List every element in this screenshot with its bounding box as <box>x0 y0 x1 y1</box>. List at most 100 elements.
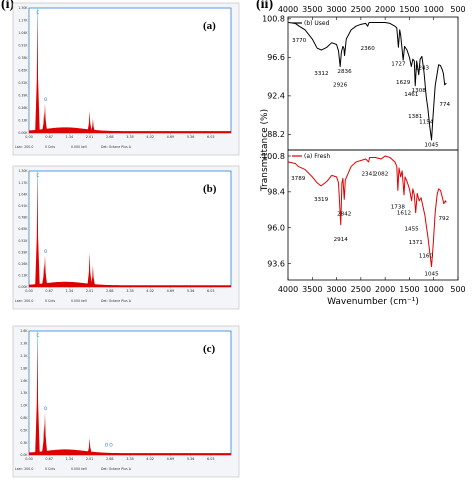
eds-y-tick-label: 0.65K <box>18 227 28 231</box>
eds-peak-4 <box>87 252 92 287</box>
ftir-y-tick-label: 92.4 <box>267 92 285 101</box>
eds-peak-3 <box>41 263 47 287</box>
eds-panel-letter: (c) <box>203 343 216 355</box>
eds-peak-label: O <box>44 249 48 254</box>
ftir-peak-annotation: 1455 <box>404 227 419 233</box>
ftir-x-tick-label: 1000 <box>424 285 444 294</box>
eds-y-tick-label: 0.52K <box>18 81 28 85</box>
eds-x-tick-label: 2.68 <box>106 457 114 461</box>
eds-y-tick-label: 1.6K <box>20 379 28 383</box>
ftir-peak-annotation: 2341 <box>361 171 376 177</box>
ftir-peak-annotation: 1160 <box>419 254 434 260</box>
ftir-panel-2: 100.8 98.4 96.0 93.6 (a) Fresh 3789 3319 2914 28… <box>262 149 459 281</box>
eds-x-tick-label: 3.35 <box>126 135 134 139</box>
ftir-chart: 100.8 96.6 92.4 88.2 (b) Used 3770 3312 2926 283… <box>260 5 466 307</box>
eds-y-tick-label: 1.0K <box>20 404 28 408</box>
ftir-peak-annotation: 3312 <box>314 71 328 77</box>
eds-panel-letter: (b) <box>203 183 217 195</box>
eds-y-tick-label: 1.8K <box>20 366 28 370</box>
eds-y-tick-label: 1.3K <box>20 391 28 395</box>
eds-y-tick-label: 0.78K <box>18 216 28 220</box>
eds-x-tick-label: 0.00 <box>25 457 33 461</box>
ftir-legend-label: (b) Used <box>304 20 330 27</box>
ftir-top-tick-label: 3500 <box>302 5 322 14</box>
eds-y-tick-label: 0.39K <box>18 250 28 254</box>
ftir-peak-annotation: 2926 <box>333 83 348 89</box>
eds-x-tick-label: 5.36 <box>187 289 195 293</box>
ftir-peak-annotation: 1045 <box>424 272 439 278</box>
ftir-x-tick-label: 3000 <box>326 285 346 294</box>
eds-x-tick-label: 4.69 <box>167 457 175 461</box>
ftir-peak-annotation: 1612 <box>397 210 411 216</box>
eds-footer-text: Det: Octane Plus A <box>101 145 132 149</box>
eds-y-tick-label: 0.65K <box>18 69 28 73</box>
ftir-peak-annotation: 1154 <box>419 119 434 125</box>
eds-y-tick-label: 0.5K <box>20 428 28 432</box>
eds-footer-text: Lsec: 200.0 <box>15 467 33 471</box>
ftir-x-tick-label: 2000 <box>375 285 395 294</box>
eds-peak-4 <box>87 437 92 455</box>
ftir-y-tick-label: 88.2 <box>267 130 285 139</box>
ftir-top-tick-label: 3000 <box>326 5 346 14</box>
eds-x-tick-label: 4.02 <box>146 135 154 139</box>
ftir-peak-annotation: 3789 <box>291 176 306 182</box>
eds-x-tick-label: 4.69 <box>167 289 175 293</box>
eds-y-tick-label: 0.00K <box>18 285 28 289</box>
eds-footer-text: 0 Cnts <box>45 145 56 149</box>
eds-background-fill <box>29 449 231 455</box>
eds-x-tick-label: 6.03 <box>207 289 215 293</box>
eds-peak-1 <box>35 13 40 133</box>
eds-peak-label: O <box>44 406 48 411</box>
ftir-peak-annotation: 1243 <box>415 65 430 71</box>
eds-x-tick-label: 4.69 <box>167 135 175 139</box>
eds-y-tick-label: 0.00K <box>18 131 28 135</box>
ftir-top-tick-label: 2000 <box>375 5 395 14</box>
ftir-y-tick-label: 100.8 <box>262 15 285 24</box>
eds-y-tick-label: 1.17K <box>18 181 28 185</box>
ftir-y-tick-label: 98.4 <box>267 188 285 197</box>
eds-y-tick-label: 0.91K <box>18 204 28 208</box>
eds-y-tick-label: 0.3K <box>20 441 28 445</box>
ftir-top-tick-label: 1000 <box>424 5 444 14</box>
ftir-peak-annotation: 2360 <box>361 46 376 52</box>
ftir-x-tick-label: 1500 <box>399 285 419 294</box>
ftir-y-tick-label: 96.0 <box>267 224 285 233</box>
ftir-peak-annotation: 1461 <box>404 92 419 98</box>
eds-y-tick-label: 1.30K <box>18 169 28 173</box>
ftir-x-tick-label: 4000 <box>278 285 298 294</box>
ftir-x-tick-label: 3500 <box>302 285 322 294</box>
eds-y-tick-label: 2.6K <box>20 329 28 333</box>
ftir-top-tick-label: 500 <box>450 5 465 14</box>
eds-spectrum-1: C O 1.30K 1.17K 1.04K 0.91K 0.78K 0.65K 0.52K 0.3… <box>12 2 240 156</box>
eds-peak-3 <box>41 424 47 455</box>
eds-plot-area <box>28 7 232 134</box>
eds-x-tick-label: 2.01 <box>86 135 94 139</box>
eds-peak-label: O <box>109 442 113 447</box>
ftir-legend-label: (a) Fresh <box>304 153 330 160</box>
eds-plot-area <box>28 330 232 456</box>
ftir-peak-annotation: 1629 <box>396 80 411 86</box>
eds-footer-text: Det: Octane Plus A <box>101 467 132 471</box>
eds-peak-5 <box>90 265 96 287</box>
ftir-peak-annotation: 2842 <box>337 212 351 218</box>
ftir-top-tick-label: 4000 <box>278 5 298 14</box>
eds-y-tick-label: 0.26K <box>18 106 28 110</box>
eds-x-tick-label: 4.02 <box>146 289 154 293</box>
eds-x-tick-label: 3.35 <box>126 457 134 461</box>
ftir-y-tick-label: 100.8 <box>262 152 285 161</box>
ftir-x-axis-label: Wavenumber (cm⁻¹) <box>327 297 419 307</box>
eds-x-tick-label: 5.36 <box>187 457 195 461</box>
eds-y-tick-label: 2.3K <box>20 342 28 346</box>
eds-panel-letter: (a) <box>203 20 216 32</box>
ftir-peak-annotation: 1308 <box>412 88 427 94</box>
panel-label-i: (i) <box>1 0 15 12</box>
ftir-y-tick-label: 96.6 <box>267 53 285 62</box>
eds-y-tick-label: 0.39K <box>18 94 28 98</box>
eds-y-tick-label: 1.04K <box>18 192 28 196</box>
eds-footer-text: 0.000 keV <box>71 467 88 471</box>
eds-footer-text: Lsec: 200.0 <box>15 145 33 149</box>
eds-peak-label: C <box>36 10 39 15</box>
ftir-peak-annotation: 1727 <box>391 62 406 68</box>
eds-peak-1 <box>35 338 40 455</box>
eds-x-tick-label: 0.67 <box>45 457 53 461</box>
